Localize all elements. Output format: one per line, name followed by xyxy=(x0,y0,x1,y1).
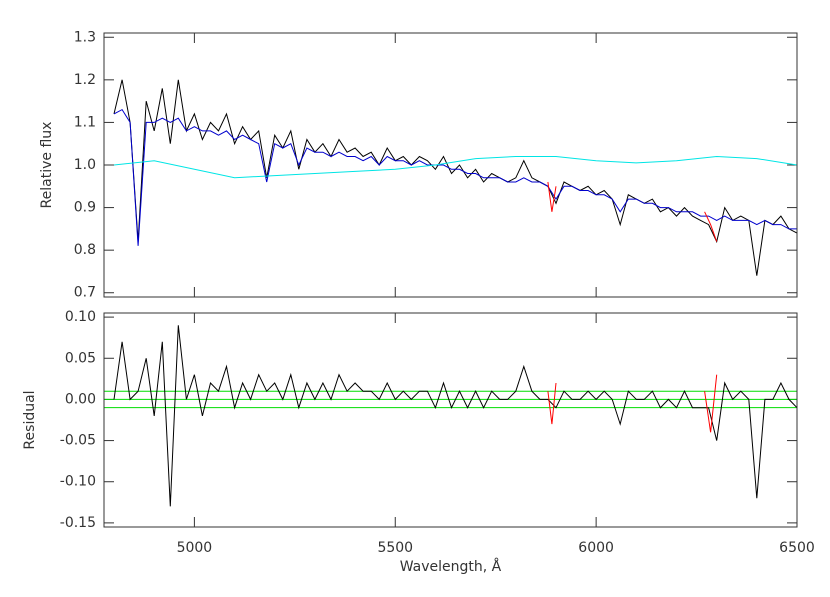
spectrum-line xyxy=(547,374,718,433)
plot-frame xyxy=(103,32,798,298)
x-tick-label: 6500 xyxy=(779,540,815,556)
x-tick-label: 6000 xyxy=(578,540,614,556)
y-tick-label: 0.00 xyxy=(65,391,96,407)
y-tick-label: 0.7 xyxy=(74,285,96,301)
x-tick-label: 5500 xyxy=(377,540,413,556)
y-axis-label: Residual xyxy=(22,390,38,449)
y-tick-label: 0.05 xyxy=(65,350,96,366)
y-tick-label: -0.10 xyxy=(60,474,96,490)
spectrum-line xyxy=(113,79,798,276)
y-tick-label: -0.15 xyxy=(60,515,96,531)
y-tick-label: 1.0 xyxy=(74,157,96,173)
y-tick-label: -0.05 xyxy=(60,433,96,449)
spectrum-line xyxy=(113,325,798,507)
y-tick-label: 1.3 xyxy=(74,29,96,45)
y-tick-label: 0.8 xyxy=(74,242,96,258)
x-tick-label: 5000 xyxy=(177,540,213,556)
spectrum-line xyxy=(113,155,798,179)
y-tick-label: 1.1 xyxy=(74,114,96,130)
spectrum-line xyxy=(113,108,797,246)
y-tick-label: 0.10 xyxy=(65,309,96,325)
x-axis-label: Wavelength, Å xyxy=(400,558,502,575)
spectrum-line xyxy=(547,181,718,242)
y-tick-label: 0.9 xyxy=(74,200,96,216)
y-axis-label: Relative flux xyxy=(39,122,55,209)
y-tick-label: 1.2 xyxy=(74,72,96,88)
plot-frame xyxy=(103,312,798,528)
